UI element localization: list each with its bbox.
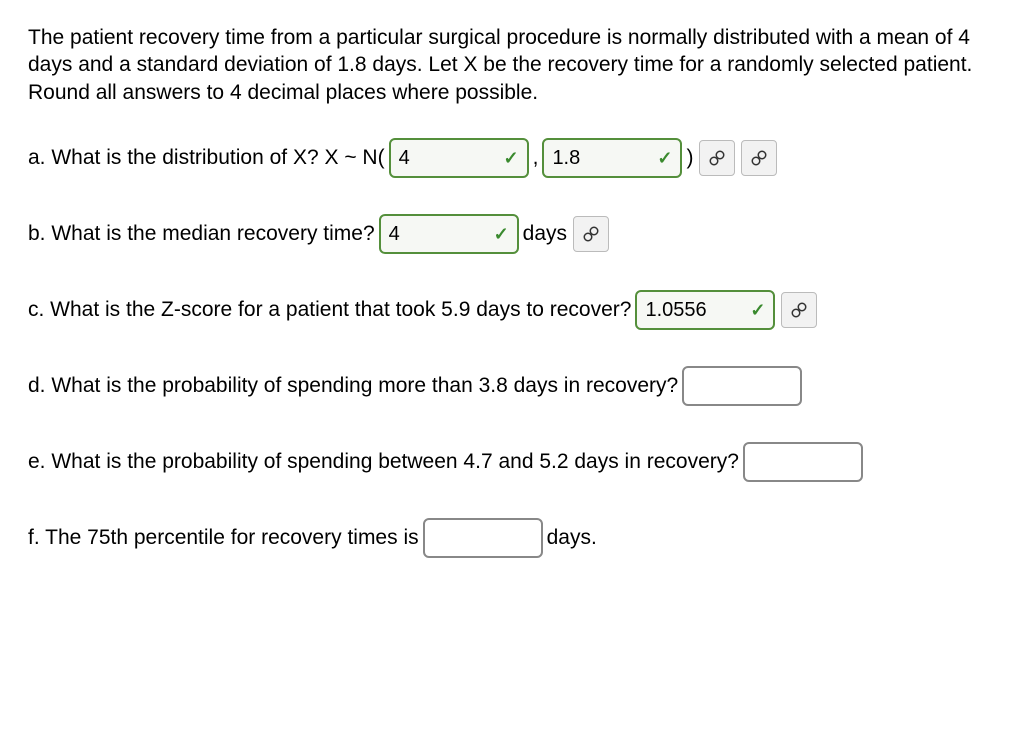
qc-prefix: c. What is the Z-score for a patient tha…: [28, 291, 631, 329]
input-mean[interactable]: 4 ✓: [389, 138, 529, 178]
link-icon[interactable]: [699, 140, 735, 176]
check-icon: ✓: [494, 218, 509, 250]
qb-unit: days: [523, 215, 567, 253]
qf-prefix: f. The 75th percentile for recovery time…: [28, 519, 419, 557]
qa-suffix: ): [686, 139, 693, 177]
qd-prefix: d. What is the probability of spending m…: [28, 367, 678, 405]
input-zscore-value: 1.0556: [645, 292, 750, 328]
question-c: c. What is the Z-score for a patient tha…: [28, 290, 998, 330]
question-d: d. What is the probability of spending m…: [28, 366, 998, 406]
question-b: b. What is the median recovery time? 4 ✓…: [28, 214, 998, 254]
input-prob-e[interactable]: [743, 442, 863, 482]
qa-sep: ,: [533, 139, 539, 177]
input-sd-value: 1.8: [552, 140, 657, 176]
qa-prefix: a. What is the distribution of X? X ~ N(: [28, 139, 385, 177]
input-zscore[interactable]: 1.0556 ✓: [635, 290, 775, 330]
input-median[interactable]: 4 ✓: [379, 214, 519, 254]
input-mean-value: 4: [399, 140, 504, 176]
qe-prefix: e. What is the probability of spending b…: [28, 443, 739, 481]
question-a: a. What is the distribution of X? X ~ N(…: [28, 138, 998, 178]
question-f: f. The 75th percentile for recovery time…: [28, 518, 998, 558]
check-icon: ✓: [750, 294, 765, 326]
input-median-value: 4: [389, 216, 494, 252]
link-icon[interactable]: [573, 216, 609, 252]
input-sd[interactable]: 1.8 ✓: [542, 138, 682, 178]
question-e: e. What is the probability of spending b…: [28, 442, 998, 482]
link-icon[interactable]: [781, 292, 817, 328]
check-icon: ✓: [657, 142, 672, 174]
problem-intro: The patient recovery time from a particu…: [28, 24, 998, 106]
input-prob-d[interactable]: [682, 366, 802, 406]
input-percentile[interactable]: [423, 518, 543, 558]
check-icon: ✓: [504, 142, 519, 174]
qb-prefix: b. What is the median recovery time?: [28, 215, 375, 253]
link-icon[interactable]: [741, 140, 777, 176]
qf-suffix: days.: [547, 519, 597, 557]
